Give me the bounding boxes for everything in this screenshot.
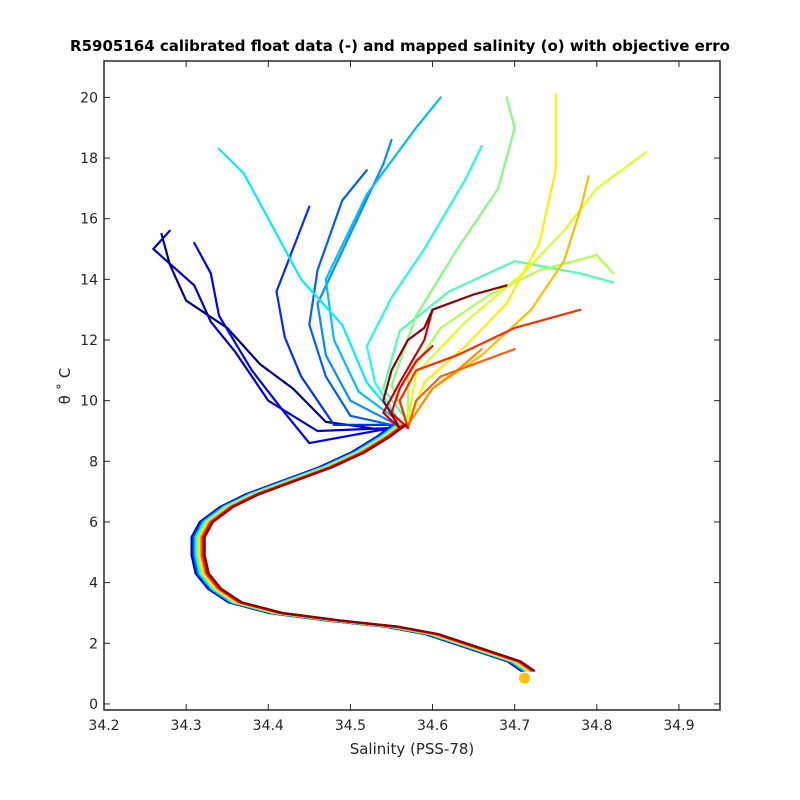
x-tick-label: 34.2 bbox=[88, 718, 119, 734]
y-tick-label: 0 bbox=[89, 697, 98, 713]
y-tick-label: 4 bbox=[89, 576, 98, 592]
y-tick-label: 2 bbox=[89, 636, 98, 652]
y-axis: 0 2 4 6 8 10 12 14 16 18 20 bbox=[80, 90, 720, 713]
y-axis-label: θ ˚ C bbox=[56, 368, 74, 405]
y-tick-label: 10 bbox=[80, 394, 98, 410]
y-tick-label: 6 bbox=[89, 515, 98, 531]
x-tick-label: 34.9 bbox=[663, 718, 694, 734]
x-tick-label: 34.4 bbox=[253, 718, 284, 734]
y-tick-label: 14 bbox=[80, 272, 98, 288]
mapped-salinity-point bbox=[519, 672, 531, 684]
series-layer bbox=[152, 93, 648, 672]
y-tick-label: 18 bbox=[80, 151, 98, 167]
mapped-salinity-markers bbox=[519, 672, 531, 684]
axes-box bbox=[103, 60, 721, 711]
y-tick-label: 8 bbox=[89, 454, 98, 470]
x-axis-label: Salinity (PSS-78) bbox=[350, 740, 475, 758]
y-tick-label: 16 bbox=[80, 212, 98, 228]
x-tick-label: 34.7 bbox=[499, 718, 530, 734]
axes-background bbox=[104, 61, 720, 710]
x-axis: 34.2 34.3 34.4 34.5 34.6 34.7 34.8 34.9 bbox=[88, 61, 695, 734]
x-tick-label: 34.8 bbox=[581, 718, 612, 734]
y-tick-label: 12 bbox=[80, 333, 98, 349]
plot-area bbox=[103, 60, 721, 711]
profile-line bbox=[203, 284, 536, 672]
x-tick-label: 34.5 bbox=[335, 718, 366, 734]
y-tick-label: 20 bbox=[80, 90, 98, 106]
x-tick-label: 34.3 bbox=[171, 718, 202, 734]
x-tick-label: 34.6 bbox=[417, 718, 448, 734]
chart-title: R5905164 calibrated float data (-) and m… bbox=[70, 37, 730, 55]
